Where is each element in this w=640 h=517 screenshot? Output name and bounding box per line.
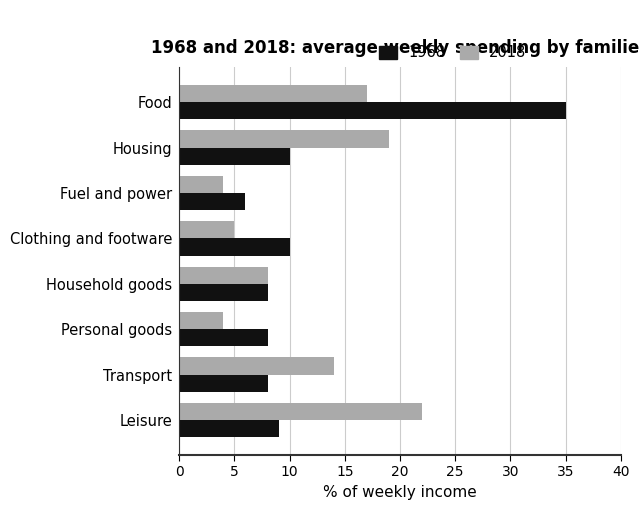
- Bar: [179, 130, 389, 147]
- Bar: [179, 312, 223, 329]
- Bar: [179, 221, 234, 238]
- Bar: [179, 176, 223, 193]
- Bar: [179, 102, 566, 119]
- X-axis label: % of weekly income: % of weekly income: [323, 485, 477, 500]
- Bar: [179, 85, 367, 102]
- Bar: [179, 375, 268, 392]
- Bar: [179, 357, 334, 375]
- Bar: [179, 193, 246, 210]
- Bar: [179, 420, 278, 437]
- Bar: [179, 329, 268, 346]
- Bar: [179, 284, 268, 301]
- Bar: [179, 147, 290, 165]
- Title: 1968 and 2018: average weekly spending by families: 1968 and 2018: average weekly spending b…: [151, 39, 640, 57]
- Bar: [179, 403, 422, 420]
- Bar: [179, 267, 268, 284]
- Bar: [179, 238, 290, 255]
- Legend: 1968, 2018: 1968, 2018: [374, 40, 532, 66]
